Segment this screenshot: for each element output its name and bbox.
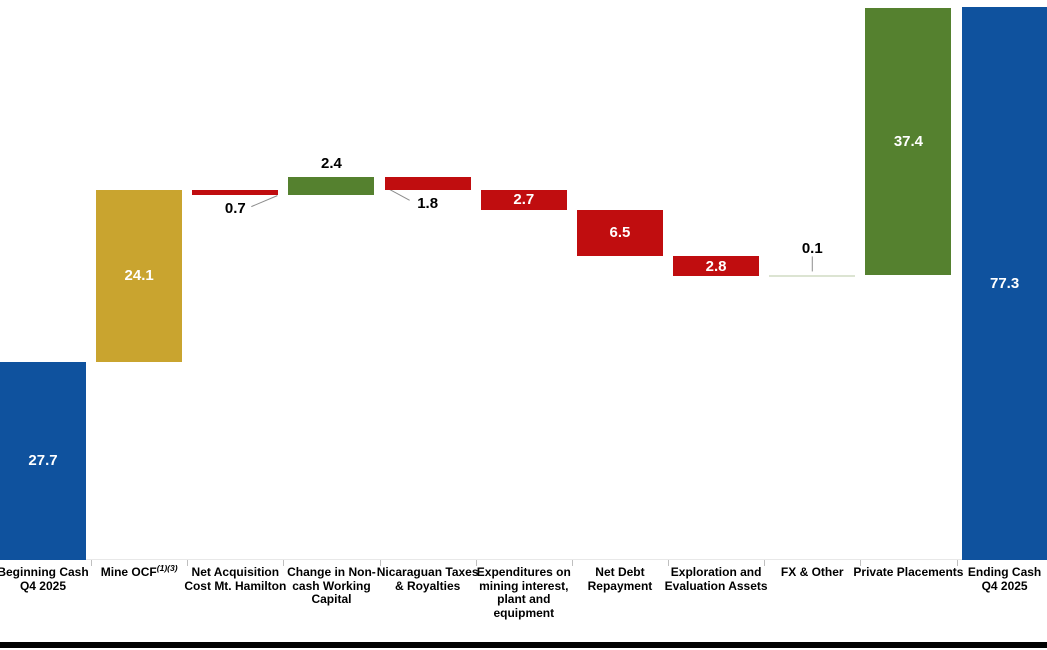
x-axis-label-line: Beginning Cash [0,565,103,580]
bar-beginning-cash-q4-2025 [0,361,86,560]
value-label-nicaraguan-taxes-royalties: 1.8 [417,195,439,213]
x-axis-label-text: plant and [497,592,551,606]
x-axis-label-text: Capital [311,592,352,606]
x-axis-label-text: Cost Mt. Hamilton [184,578,287,593]
x-axis-label-line: Evaluation Assets [656,578,776,594]
x-axis-tick [571,560,573,566]
bar-change-in-non-cash-working-capital [288,177,375,195]
x-axis-label-text: Change in Non- [287,565,376,579]
x-axis-label-line: Q4 2025 [945,578,1047,594]
bar-fx-other [769,275,856,278]
x-axis-label-line: Private Placements [848,565,968,580]
x-axis-label-mine-ocf: Mine OCF(1)(3) [79,563,199,580]
bar-exploration-and-evaluation-assets [673,256,760,277]
x-axis-tick [91,560,93,566]
x-axis-label-text: Evaluation Assets [664,578,768,593]
bar-net-acquisition-cost-mt-hamilton [192,189,279,195]
x-axis-tick [764,560,766,566]
x-axis-label-text: Repayment [587,578,653,593]
x-axis-label-line: Mine OCF(1)(3) [79,563,199,580]
x-axis-label-ending-cash-q4-2025: Ending Cash Q4 2025 [945,565,1047,594]
x-axis-label-text: FX & Other [780,565,844,579]
x-axis-label-text: mining interest, [479,578,569,593]
x-axis-label-net-acquisition-cost-mt-hamilton: Net Acquisition Cost Mt. Hamilton [175,565,295,594]
x-axis-label-text: Beginning Cash [0,565,89,579]
x-axis-label-text: equipment [493,605,555,620]
x-axis-label-line: Capital [271,592,391,607]
x-axis-label-text: Nicaraguan Taxes [376,565,479,579]
x-axis-label-beginning-cash-q4-2025: Beginning Cash Q4 2025 [0,565,103,594]
x-axis-label-change-in-non-cash-working-capital: Change in Non-cash Working Capital [271,565,391,607]
x-axis-label-text: Net Debt [595,565,645,579]
x-axis-label-line: Q4 2025 [0,578,103,594]
x-axis-label-text: Net Acquisition [191,565,280,579]
x-axis-label-fx-other: FX & Other [752,565,872,580]
x-axis-label-line: plant and [464,592,584,607]
x-axis-label-line: Change in Non- [271,565,391,580]
x-axis-label-text: Exploration and [670,565,762,579]
x-axis-label-text: Ending Cash [967,565,1042,579]
x-axis-label-line: equipment [464,605,584,621]
x-axis-label-line: Net Debt [560,565,680,580]
x-axis-label-line: Net Acquisition [175,565,295,580]
x-axis-label-text: Q4 2025 [19,578,67,593]
x-axis-tick [956,560,958,566]
x-axis-label-line: Repayment [560,578,680,594]
x-axis-label-text: Private Placements [853,565,964,579]
x-axis-label-line: Nicaraguan Taxes [368,565,488,580]
bar-mine-ocf [96,189,183,362]
slide-bottom-border [0,642,1047,648]
value-label-mine-ocf: 24.1 [124,267,154,285]
value-label-net-debt-repayment: 6.5 [609,224,631,242]
footnote-superscript: (1)(3) [156,563,178,573]
x-axis-label-expenditures-on-mining-interest-plant-and-equipment: Expenditures on mining interest, plant and… [464,565,584,621]
x-axis-label-line: & Royalties [368,578,488,594]
value-label-private-placements: 37.4 [893,133,924,151]
value-label-net-acquisition-cost-mt-hamilton: 0.7 [224,199,246,217]
x-axis-label-text: Mine OCF [100,565,157,579]
x-axis-label-line: Ending Cash [945,565,1047,580]
x-axis-label-line: cash Working [271,578,391,594]
x-axis-label-line: FX & Other [752,565,872,580]
x-axis-label-line: Cost Mt. Hamilton [175,578,295,594]
x-axis-tick [668,560,670,566]
x-axis-tick [187,560,189,566]
value-label-change-in-non-cash-working-capital: 2.4 [321,155,342,173]
x-axis-label-text: Q4 2025 [981,578,1028,593]
x-axis-label-text: cash Working [292,578,371,593]
x-axis-label-net-debt-repayment: Net Debt Repayment [560,565,680,594]
bar-expenditures-on-mining-interest-plant-and-equipment [480,190,567,210]
bar-net-debt-repayment [576,209,663,257]
bar-ending-cash-q4-2025 [961,7,1047,560]
x-axis-label-line: mining interest, [464,578,584,594]
x-axis-label-line: Exploration and [656,565,776,580]
value-label-fx-other: 0.1 [801,240,823,258]
x-axis-line [0,559,1047,560]
x-axis-label-line: Expenditures on [464,565,584,580]
bar-private-placements [865,8,952,276]
value-label-ending-cash-q4-2025: 77.3 [989,275,1020,293]
x-axis-label-nicaraguan-taxes-royalties: Nicaraguan Taxes & Royalties [368,565,488,594]
x-axis-label-exploration-and-evaluation-assets: Exploration and Evaluation Assets [656,565,776,594]
x-axis-tick [379,560,381,566]
x-axis-tick [283,560,285,566]
value-label-exploration-and-evaluation-assets: 2.8 [705,257,727,275]
bar-nicaraguan-taxes-royalties [384,177,471,191]
x-axis-label-private-placements: Private Placements [848,565,968,580]
value-label-expenditures-on-mining-interest-plant-and-equipment: 2.7 [513,191,535,209]
x-axis-label-text: & Royalties [394,578,461,593]
x-axis-tick [860,560,862,566]
value-label-beginning-cash-q4-2025: 27.7 [28,452,58,470]
x-axis-tick [475,560,477,566]
x-axis-label-text: Expenditures on [476,565,571,579]
